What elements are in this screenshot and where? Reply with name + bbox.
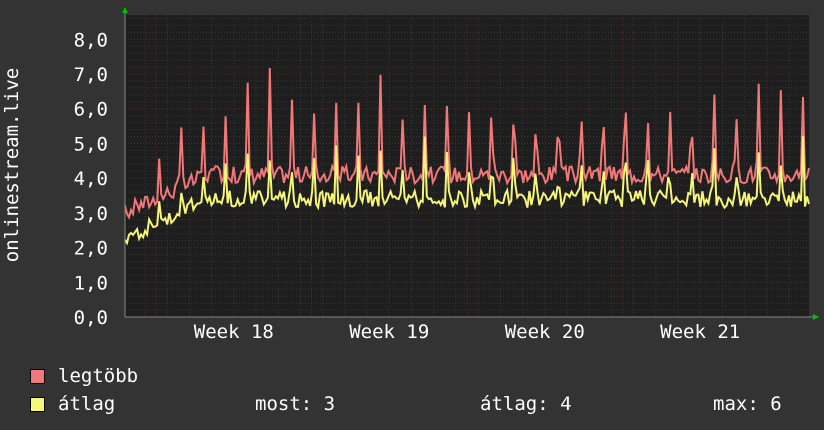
legend-swatch-max <box>30 368 45 384</box>
stat-current: most: 3 <box>255 393 336 415</box>
axes <box>122 7 819 320</box>
stat-maximum: max: 6 <box>713 393 782 415</box>
y-tick-label: 1,0 <box>74 272 108 294</box>
y-tick-label: 5,0 <box>74 133 108 155</box>
legend-item-max: legtöbb <box>30 362 138 390</box>
series-line-max <box>124 67 810 220</box>
y-tick-label: 4,0 <box>74 168 108 190</box>
y-tick-label: 2,0 <box>74 238 108 260</box>
chart: 0,01,02,03,04,05,06,07,08,0 Week 18 Week … <box>1 7 819 343</box>
y-axis-label: onlinestream.live <box>1 68 23 262</box>
series-line-avg <box>124 136 810 246</box>
y-tick-label: 7,0 <box>74 64 108 86</box>
x-tick-label: Week 20 <box>505 321 585 343</box>
y-tick-label: 0,0 <box>74 307 108 329</box>
legend-swatch-avg <box>30 396 45 412</box>
x-tick-label: Week 18 <box>194 321 274 343</box>
legend-label-max: legtöbb <box>58 365 139 387</box>
y-tick-labels: 0,0 1,0 2,0 3,0 4,0 5,0 6,0 7,0 8,0 <box>74 29 108 329</box>
x-tick-label: Week 19 <box>349 321 429 343</box>
y-tick-label: 3,0 <box>74 203 108 225</box>
legend-label-avg: átlag <box>58 393 116 415</box>
series-group <box>124 67 810 246</box>
y-axis-arrow-icon <box>122 7 128 13</box>
legend-item-avg: átlag <box>30 390 138 418</box>
y-tick-label: 8,0 <box>74 29 108 51</box>
x-tick-labels: Week 18 Week 19 Week 20 Week 21 <box>194 321 740 343</box>
x-tick-label: Week 21 <box>660 321 740 343</box>
stat-average: átlag: 4 <box>480 393 572 415</box>
y-tick-label: 6,0 <box>74 99 108 121</box>
x-axis-arrow-icon <box>813 314 819 320</box>
legend: legtöbb átlag <box>30 362 138 418</box>
